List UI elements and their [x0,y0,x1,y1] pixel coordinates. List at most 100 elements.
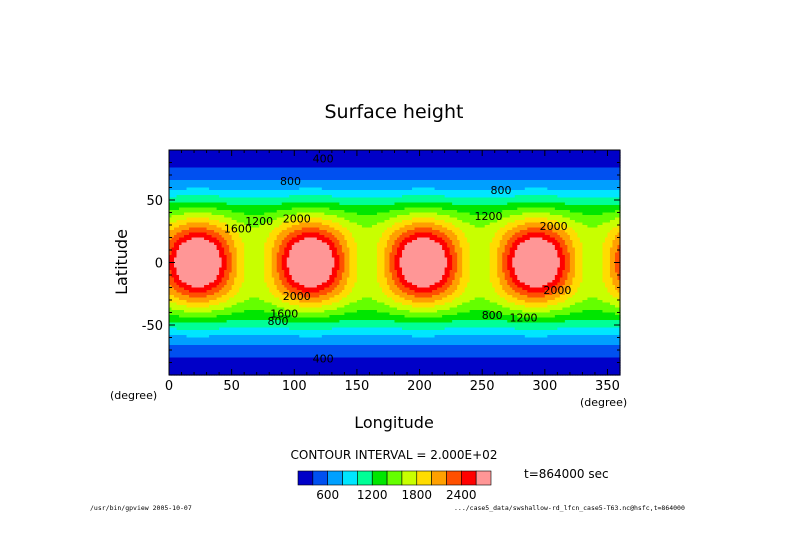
field-cell [254,162,258,166]
field-cell [389,185,393,189]
field-cell [319,200,323,204]
field-cell [171,152,175,156]
field-cell [517,160,521,164]
field-cell [524,157,528,161]
field-cell [422,155,426,159]
field-cell [174,180,178,184]
field-cell [211,165,215,169]
field-cell [289,157,293,161]
field-cell [204,192,208,196]
field-cell [226,215,230,219]
field-cell [264,185,268,189]
field-cell [266,177,270,181]
field-cell [281,207,285,211]
field-cell [497,187,501,191]
field-cell [459,192,463,196]
field-cell [374,180,378,184]
field-cell [349,172,353,176]
field-cell [589,180,594,184]
field-cell [206,160,210,164]
field-cell [331,205,335,209]
field-cell [246,190,250,194]
field-cell [519,210,523,214]
field-cell [422,160,426,164]
field-cell [314,187,318,191]
field-cell [404,200,408,204]
field-cell [359,175,363,179]
field-cell [369,152,373,156]
field-cell [274,177,278,181]
field-cell [524,152,528,156]
field-cell [376,192,381,196]
field-cell [569,177,573,181]
field-cell [301,155,305,159]
field-cell [269,205,273,209]
field-cell [482,160,486,164]
field-cell [579,155,584,159]
field-cell [221,150,225,154]
field-cell [284,190,288,194]
field-cell [577,172,581,176]
field-cell [407,215,411,219]
field-cell [204,197,208,201]
field-cell [549,187,553,191]
field-cell [534,160,538,164]
field-cell [604,150,609,154]
field-cell [519,155,523,159]
field-cell [351,177,356,181]
field-cell [284,202,288,206]
field-cell [299,155,303,159]
field-cell [281,172,285,176]
field-cell [391,192,396,196]
field-cell [356,190,361,194]
field-cell [482,210,486,214]
field-cell [221,195,225,199]
field-cell [356,215,361,219]
field-cell [464,172,468,176]
field-cell [442,215,446,219]
field-cell [276,177,280,181]
field-cell [487,185,491,189]
field-cell [299,180,303,184]
field-cell [449,187,453,191]
field-cell [221,157,225,161]
field-cell [402,215,406,219]
field-cell [567,177,571,181]
field-cell [356,217,361,221]
field-cell [241,155,245,159]
field-cell [547,155,551,159]
field-cell [254,190,258,194]
field-cell [464,192,468,196]
field-cell [361,205,366,209]
field-cell [291,212,295,216]
field-cell [434,217,438,221]
field-cell [299,207,303,211]
field-cell [366,205,371,209]
field-cell [444,165,448,169]
field-cell [254,215,258,219]
field-cell [371,155,376,159]
field-cell [567,157,571,161]
field-cell [391,162,396,166]
field-cell [339,180,343,184]
field-cell [507,192,511,196]
field-cell [249,217,253,221]
field-cell [569,192,573,196]
field-cell [261,202,265,206]
field-cell [234,205,238,209]
field-cell [504,170,508,174]
field-cell [412,155,416,159]
field-cell [564,215,568,219]
field-cell [251,197,255,201]
field-cell [311,165,315,169]
field-cell [582,165,586,169]
field-cell [417,157,421,161]
field-cell [444,187,448,191]
field-cell [369,187,373,191]
field-cell [256,215,260,219]
field-cell [397,165,401,169]
field-cell [341,207,345,211]
field-cell [522,172,526,176]
field-cell [316,210,320,214]
field-cell [309,212,313,216]
